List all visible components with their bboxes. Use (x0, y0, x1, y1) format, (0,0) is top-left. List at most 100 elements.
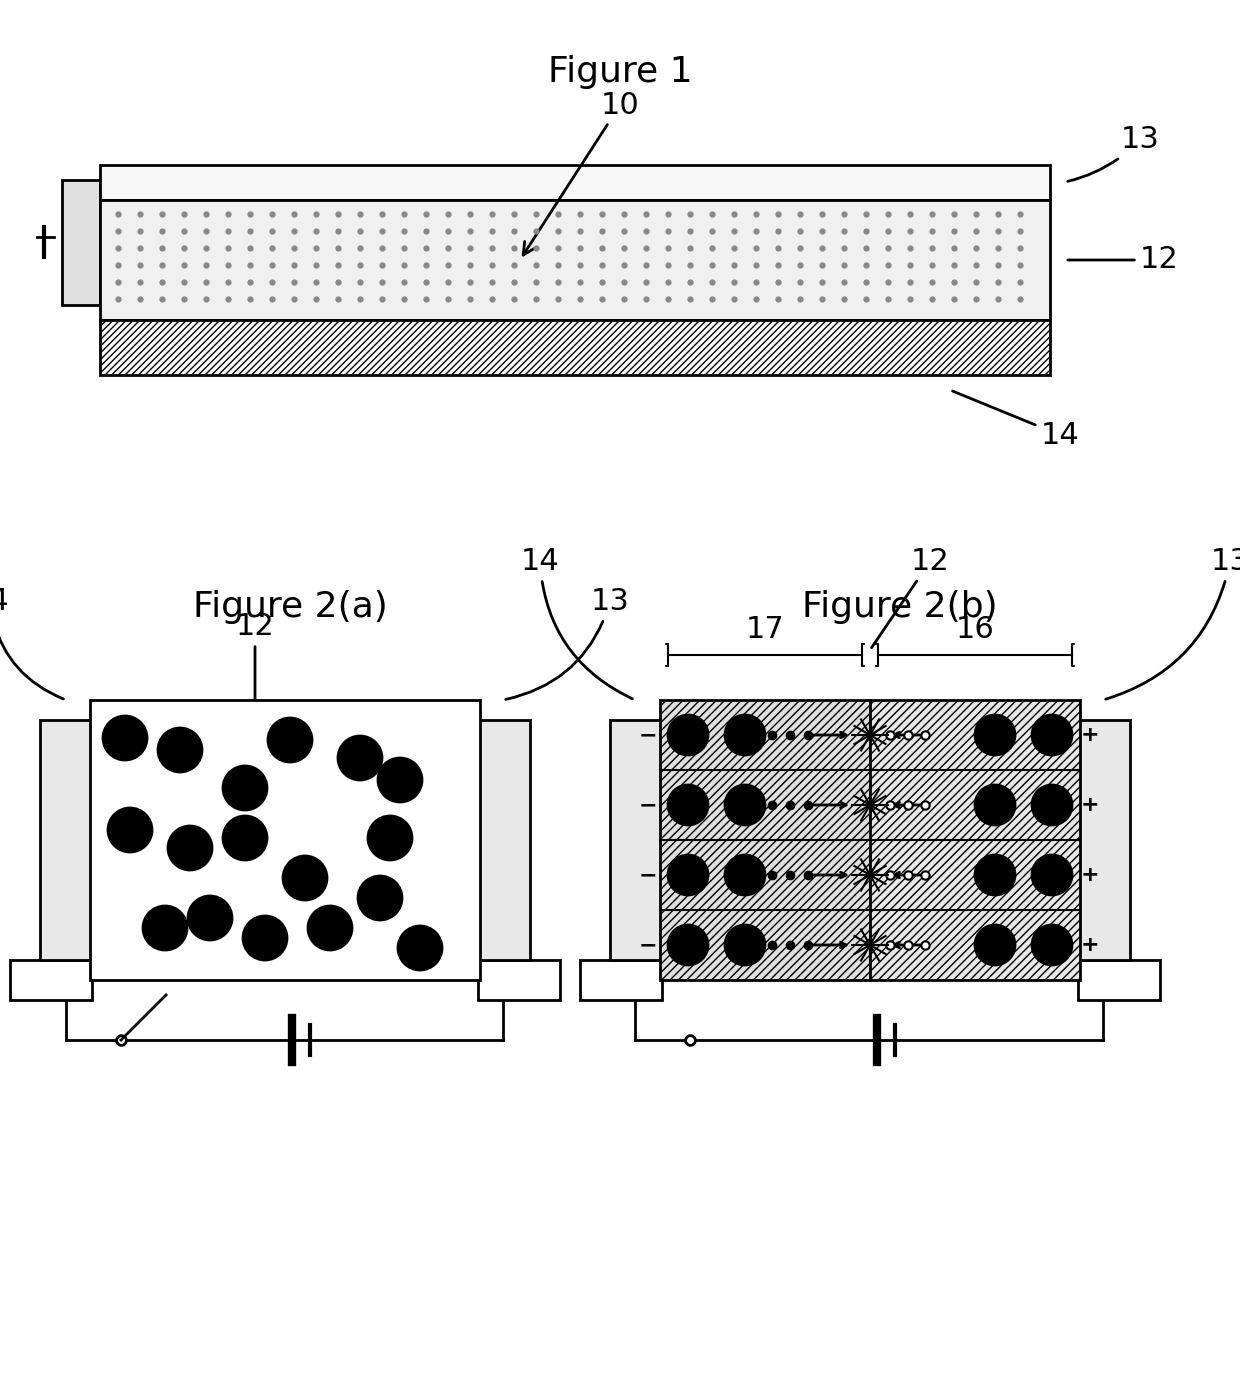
Text: +: + (295, 867, 315, 890)
Text: −: − (233, 824, 257, 851)
Text: −: − (639, 795, 657, 816)
Bar (660, 700, 870, 980)
Circle shape (975, 715, 1016, 755)
Text: 12: 12 (872, 546, 950, 647)
Circle shape (1032, 785, 1073, 825)
Text: −: − (1042, 793, 1063, 817)
Circle shape (188, 896, 232, 940)
Text: +: + (370, 886, 391, 909)
Text: −: − (639, 865, 657, 885)
Text: −: − (408, 934, 432, 962)
Text: 10: 10 (523, 91, 640, 255)
Bar (100, 320, 1050, 375)
Text: +: + (735, 865, 754, 885)
Text: +: + (678, 865, 697, 885)
Text: +: + (1081, 724, 1100, 745)
Circle shape (668, 856, 708, 896)
Circle shape (223, 766, 267, 810)
Bar (477, 960, 560, 1000)
Circle shape (283, 856, 327, 900)
Text: +: + (1081, 936, 1100, 955)
Circle shape (378, 758, 422, 802)
Text: −: − (169, 736, 192, 765)
Circle shape (368, 816, 412, 860)
Circle shape (157, 729, 202, 771)
Text: −: − (378, 824, 402, 851)
Text: 12: 12 (236, 611, 274, 707)
Text: +: + (735, 795, 754, 816)
Circle shape (223, 816, 267, 860)
Text: −: − (639, 936, 657, 955)
Text: 13: 13 (1106, 546, 1240, 700)
Text: +: + (678, 936, 697, 955)
Text: +: + (1081, 865, 1100, 885)
Circle shape (725, 925, 765, 965)
Text: +: + (114, 726, 135, 749)
Text: Figure 2(b): Figure 2(b) (802, 591, 998, 624)
Circle shape (398, 926, 441, 970)
Text: −: − (278, 726, 301, 753)
Circle shape (1032, 856, 1073, 896)
Circle shape (268, 718, 312, 762)
Text: Figure 1: Figure 1 (548, 55, 692, 88)
Text: 14: 14 (521, 546, 632, 698)
Text: +: + (180, 836, 201, 860)
Text: +: + (350, 747, 371, 770)
Circle shape (668, 785, 708, 825)
Circle shape (1032, 715, 1073, 755)
Circle shape (725, 715, 765, 755)
Circle shape (103, 716, 148, 760)
Text: +: + (735, 936, 754, 955)
Circle shape (975, 785, 1016, 825)
Text: −: − (639, 724, 657, 745)
Circle shape (143, 907, 187, 949)
Bar (1078, 720, 1130, 960)
Circle shape (975, 856, 1016, 896)
Text: 12: 12 (1068, 246, 1179, 275)
Bar (870, 700, 1080, 980)
Text: −: − (1042, 933, 1063, 956)
Circle shape (725, 856, 765, 896)
Bar (10, 960, 92, 1000)
Text: +: + (678, 795, 697, 816)
Text: −: − (319, 914, 342, 943)
Text: −: − (198, 904, 222, 932)
Text: +: + (254, 926, 275, 949)
Text: 14: 14 (0, 586, 63, 698)
Bar (100, 166, 1050, 200)
Text: Figure 2(a): Figure 2(a) (192, 591, 387, 624)
Circle shape (975, 925, 1016, 965)
Circle shape (308, 907, 352, 949)
Bar (477, 720, 529, 960)
Bar (1078, 960, 1159, 1000)
Text: −: − (1042, 862, 1063, 887)
Text: −: − (985, 793, 1006, 817)
Circle shape (108, 809, 153, 851)
Text: 17: 17 (745, 615, 785, 644)
Text: +: + (155, 916, 175, 940)
Circle shape (668, 925, 708, 965)
Bar (660, 700, 1080, 980)
Circle shape (339, 736, 382, 780)
Circle shape (243, 916, 286, 960)
Bar (100, 200, 1050, 320)
Text: −: − (118, 816, 141, 845)
Circle shape (725, 785, 765, 825)
Text: −: − (985, 723, 1006, 747)
Bar (91, 700, 480, 980)
Text: −: − (985, 933, 1006, 956)
Text: −: − (388, 766, 412, 794)
Text: +: + (1081, 795, 1100, 816)
Text: −: − (985, 862, 1006, 887)
Bar (610, 720, 662, 960)
Circle shape (167, 827, 212, 869)
Text: +: + (234, 776, 255, 800)
Text: 14: 14 (952, 391, 1079, 450)
Circle shape (358, 876, 402, 920)
Circle shape (1032, 925, 1073, 965)
Text: +: + (678, 724, 697, 745)
Bar (580, 960, 662, 1000)
Text: +: + (735, 724, 754, 745)
Text: 16: 16 (956, 615, 994, 644)
Text: −: − (1042, 723, 1063, 747)
